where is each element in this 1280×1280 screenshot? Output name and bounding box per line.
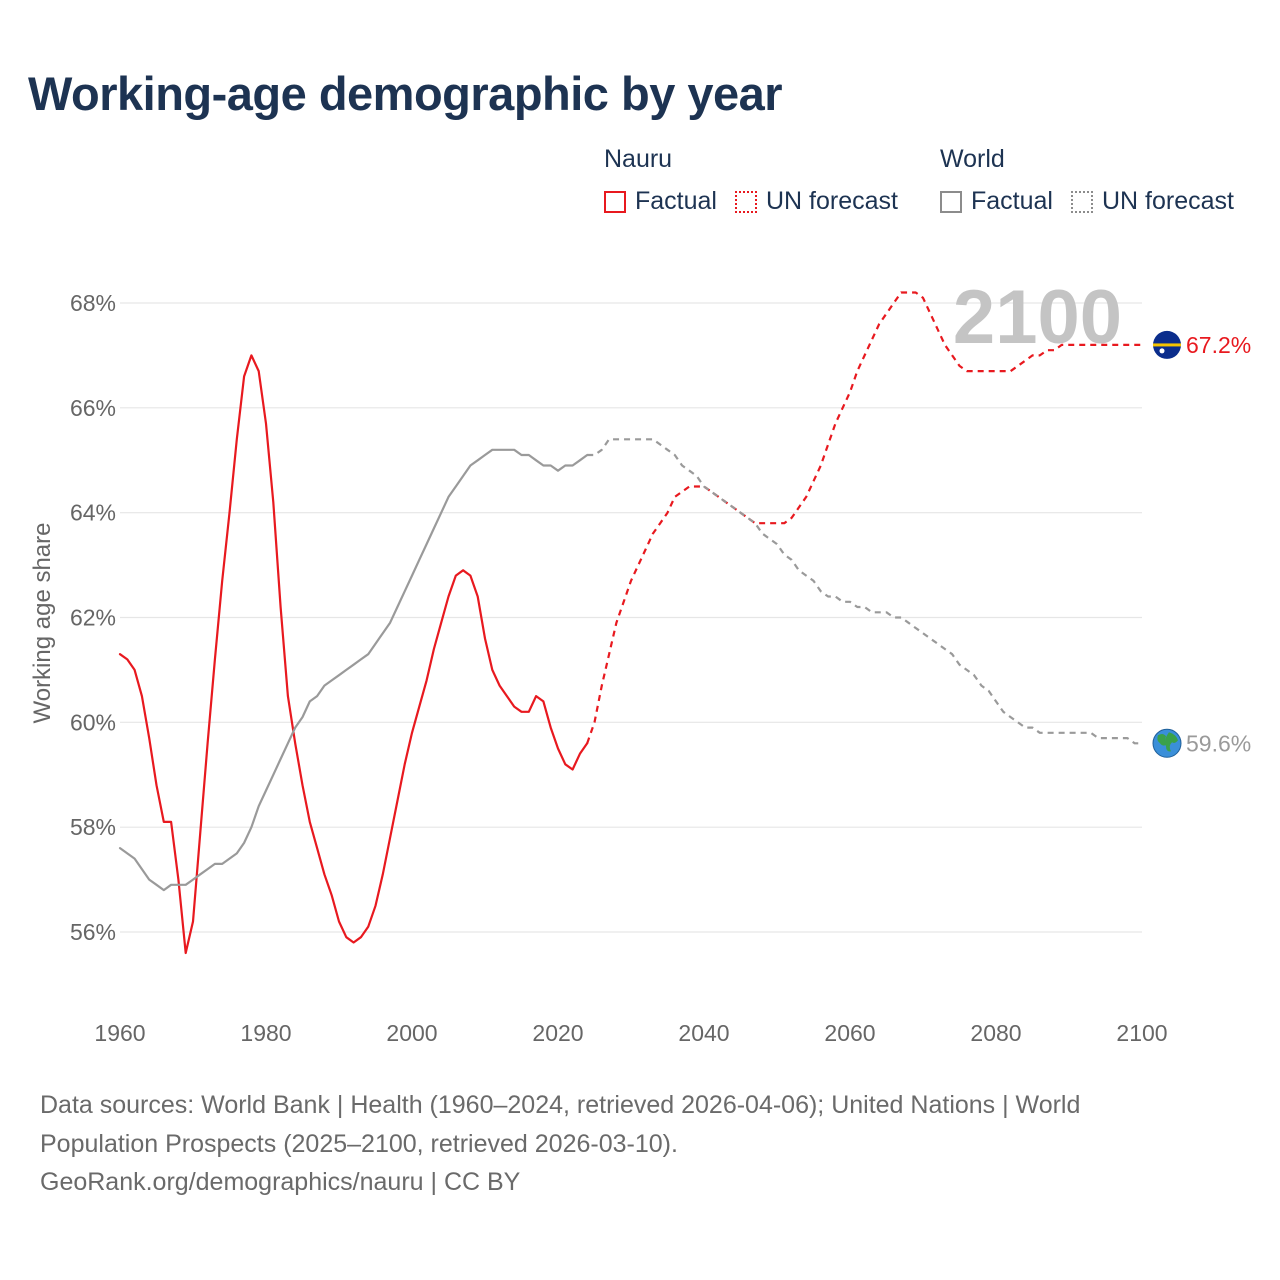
legend-nauru-forecast-swatch: [734, 190, 757, 213]
y-tick-label-68: 68%: [70, 290, 116, 316]
y-tick-label-64: 64%: [70, 500, 116, 526]
y-tick-label-58: 58%: [70, 814, 116, 840]
legend-nauru-forecast[interactable]: UN forecast: [734, 187, 898, 216]
y-tick-label-60: 60%: [70, 709, 116, 735]
legend-nauru-forecast-label: UN forecast: [765, 187, 898, 215]
axes: 56% 58% 60% 62% 64% 66% 68% 1960 1980 2000 2020 204…: [70, 290, 1168, 1046]
legend-nauru-factual-label: Factual: [635, 187, 717, 215]
legend-world-forecast-swatch: [1070, 190, 1093, 213]
nauru-flag-icon: [1153, 330, 1181, 359]
x-tick-label-2080: 2080: [970, 1020, 1021, 1046]
nauru-flag-stripe: [1153, 343, 1181, 347]
year-watermark: 2100: [953, 275, 1122, 360]
footer-sources-line1: Data sources: World Bank | Health (1960–…: [40, 1091, 1081, 1119]
series-line-world-factual: [118, 448, 589, 892]
legend-nauru-name: Nauru: [604, 145, 673, 173]
series-line-nauru-factual: [118, 354, 589, 955]
footer-sources-line2: Population Prospects (2025–2100, retriev…: [40, 1129, 678, 1158]
x-tick-label-1980: 1980: [240, 1020, 291, 1046]
legend-world-factual-swatch: [940, 190, 962, 213]
line-chart: 2100 56% 58% 60% 62% 64% 66% 68% 1960 1980 2000 20…: [29, 275, 1251, 1046]
globe-land-east: [1165, 732, 1178, 752]
footer-credit[interactable]: GeoRank.org/demographics/nauru | CC BY: [40, 1168, 521, 1196]
series-line-nauru-un-forecast: [586, 291, 1142, 744]
footer: Data sources: World Bank | Health (1960–…: [40, 1086, 1160, 1202]
end-label-world: 59.6%: [1186, 730, 1251, 756]
globe-icon: [1152, 728, 1182, 758]
legend-nauru-factual[interactable]: Factual: [604, 187, 717, 216]
y-tick-label-62: 62%: [70, 605, 116, 631]
globe-land-west: [1157, 734, 1167, 746]
series-lines: [118, 291, 1142, 955]
legend-nauru-factual-swatch: [604, 190, 626, 213]
x-tick-label-2020: 2020: [532, 1020, 583, 1046]
nauru-flag-star: [1159, 348, 1165, 354]
legend-world-name: World: [940, 145, 1005, 173]
x-tick-label-2100: 2100: [1116, 1020, 1167, 1046]
y-tick-label-56: 56%: [70, 919, 116, 945]
series-line-world-un-forecast: [587, 438, 1142, 745]
gridlines: [120, 302, 1142, 933]
legend-world: World Factual UN forecast: [940, 144, 1234, 216]
y-axis-label: Working age share: [29, 523, 56, 724]
legend-world-forecast[interactable]: UN forecast: [1070, 187, 1234, 216]
x-tick-label-1960: 1960: [94, 1020, 145, 1046]
end-labels: 67.2% 59.6%: [1152, 330, 1251, 758]
x-tick-label-2040: 2040: [678, 1020, 729, 1046]
x-tick-label-2060: 2060: [824, 1020, 875, 1046]
chart-title: Working-age demographic by year: [28, 67, 783, 120]
legend-nauru: Nauru Factual UN forecast: [604, 144, 898, 216]
x-tick-label-2000: 2000: [386, 1020, 437, 1046]
legend-world-factual[interactable]: Factual: [940, 187, 1053, 216]
end-label-nauru: 67.2%: [1186, 332, 1251, 358]
y-tick-label-66: 66%: [70, 395, 116, 421]
legend-world-forecast-label: UN forecast: [1101, 187, 1234, 215]
legend-world-factual-label: Factual: [971, 187, 1053, 215]
